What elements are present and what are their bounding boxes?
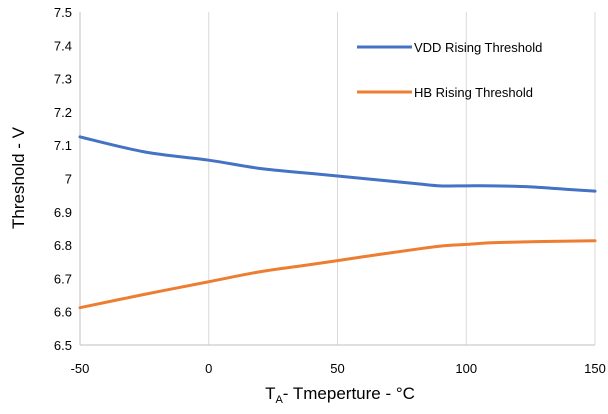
y-tick-label: 6.7: [54, 271, 72, 286]
y-tick-label: 7.5: [54, 5, 72, 20]
x-tick-label: 100: [455, 361, 477, 376]
y-tick-label: 7: [65, 172, 72, 187]
y-tick-label: 6.8: [54, 238, 72, 253]
x-axis-title-rest: - Tmeperture - °C: [283, 384, 415, 403]
y-tick-label: 7.4: [54, 38, 72, 53]
y-tick-label: 7.1: [54, 138, 72, 153]
legend-label: HB Rising Threshold: [414, 85, 533, 100]
y-axis-title: Threshold - V: [9, 126, 28, 229]
x-axis-title-main: T: [265, 384, 275, 403]
y-tick-label: 7.3: [54, 72, 72, 87]
y-tick-label: 7.2: [54, 105, 72, 120]
x-axis-title-subscript: A: [275, 394, 283, 406]
axes: [79, 12, 595, 346]
tick-labels: -50 0 50 100 150 6.5 6.6 6.7 6.8 6.9 7 7.1 7.2 7.3 7.4…: [54, 5, 606, 376]
x-tick-label: 0: [205, 361, 212, 376]
x-tick-label: 50: [330, 361, 344, 376]
legend-label: VDD Rising Threshold: [414, 40, 542, 55]
y-tick-label: 6.9: [54, 205, 72, 220]
series-line-hb-rising-threshold: [78, 239, 597, 310]
y-tick-label: 6.6: [54, 305, 72, 320]
x-tick-label: -50: [71, 361, 90, 376]
series-lines: [78, 135, 597, 310]
legend: VDD Rising Threshold HB Rising Threshold: [357, 40, 542, 100]
x-axis-title: TA- Tmeperture - °C: [265, 384, 415, 406]
series-line-vdd-rising-threshold: [78, 135, 597, 193]
legend-item: VDD Rising Threshold: [357, 40, 542, 55]
legend-item: HB Rising Threshold: [357, 85, 533, 100]
gridlines: [79, 12, 596, 345]
y-tick-label: 6.5: [54, 338, 72, 353]
x-tick-label: 150: [584, 361, 606, 376]
